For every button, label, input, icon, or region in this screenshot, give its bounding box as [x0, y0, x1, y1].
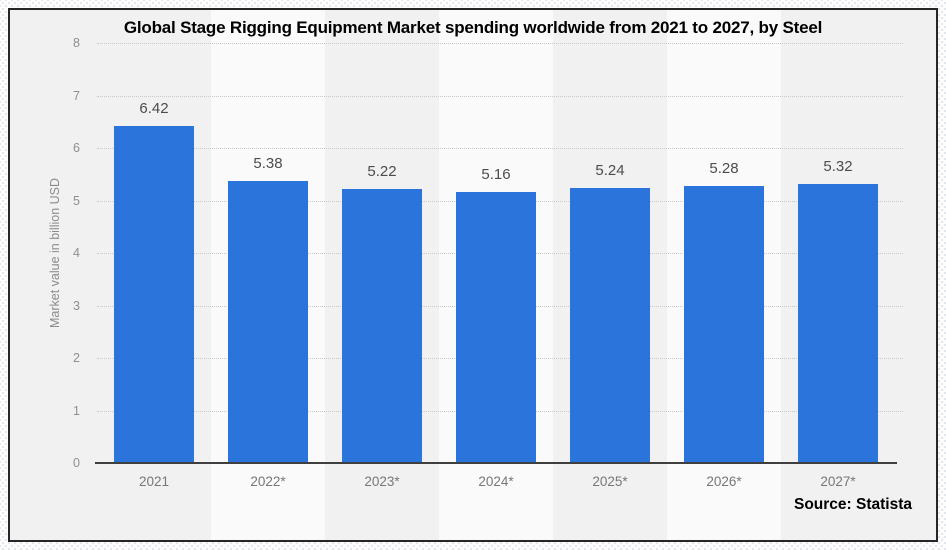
value-label-2022*: 5.38 [253, 154, 283, 172]
y-tick-4: 4 [73, 246, 80, 260]
y-tick-5: 5 [73, 193, 80, 208]
y-tick-8: 8 [73, 36, 80, 50]
y-axis-label: Market value in billion USD [48, 177, 62, 329]
y-tick-3: 3 [73, 298, 80, 313]
bar-2025* [570, 187, 650, 463]
x-tick-2023*: 2023* [364, 474, 400, 489]
value-label-2027*: 5.32 [823, 157, 853, 175]
value-label-2025*: 5.24 [595, 161, 625, 179]
bar-2022* [228, 180, 308, 463]
value-label-2023*: 5.22 [367, 162, 397, 180]
y-tick-0: 0 [73, 456, 80, 470]
gridline-7 [97, 95, 903, 97]
chart-frame: Global Stage Rigging Equipment Market sp… [8, 8, 938, 542]
x-tick-2021: 2021 [138, 474, 170, 489]
bar-2027* [798, 183, 878, 463]
value-label-2026*: 5.28 [709, 159, 739, 177]
gridline-8 [97, 43, 903, 44]
y-tick-7: 7 [73, 88, 80, 103]
y-tick-2: 2 [73, 351, 80, 365]
y-tick-1: 1 [73, 403, 80, 418]
x-tick-2027*: 2027* [820, 474, 856, 489]
x-tick-2022*: 2022* [250, 474, 286, 489]
bar-2026* [684, 185, 764, 463]
gridline-6 [97, 148, 903, 149]
source-attribution: Source: Statista [793, 496, 912, 513]
y-tick-6: 6 [73, 141, 80, 155]
chart-title: Global Stage Rigging Equipment Market sp… [123, 18, 823, 37]
x-tick-2025*: 2025* [592, 474, 628, 489]
bar-2024* [456, 192, 536, 463]
bar-2023* [342, 188, 422, 463]
value-label-2024*: 5.16 [481, 166, 511, 184]
x-axis-line [95, 462, 897, 464]
x-tick-2026*: 2026* [706, 474, 742, 489]
x-tick-2024*: 2024* [478, 474, 514, 489]
bar-2021 [114, 125, 194, 463]
value-label-2021: 6.42 [139, 99, 169, 117]
